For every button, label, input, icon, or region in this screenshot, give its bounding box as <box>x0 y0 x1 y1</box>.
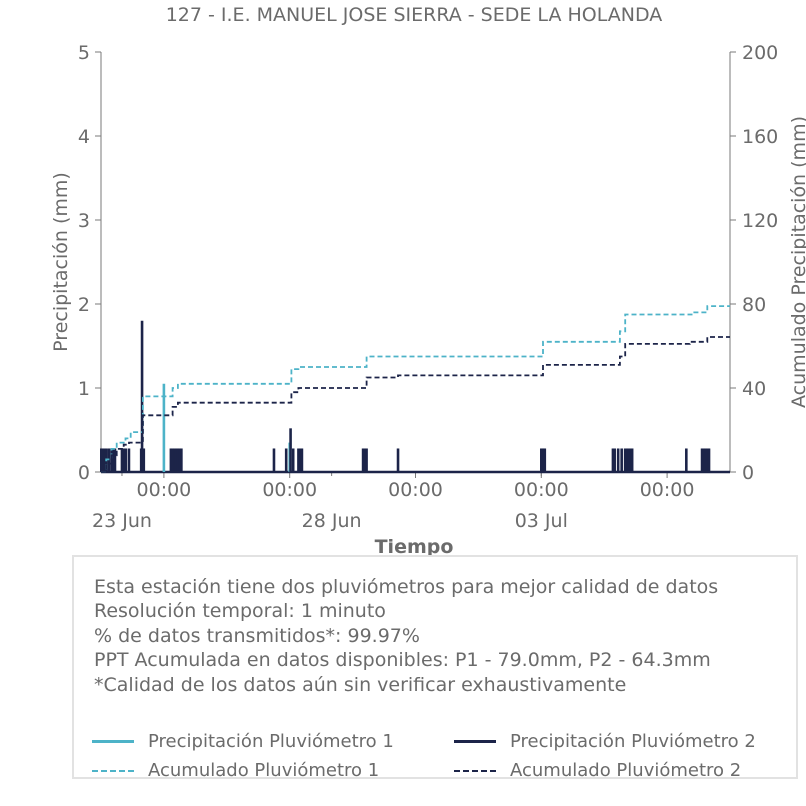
y-tick-label-left: 1 <box>78 378 90 400</box>
series-precipitacion-pluviometro-1 <box>162 383 292 472</box>
series-precipitacion-pluviometro-2 <box>99 320 711 472</box>
x-tick-label-major: 00:00 <box>137 479 192 501</box>
series-acumulado-pluviometro-1 <box>101 305 730 473</box>
legend-label-p1: Precipitación Pluviómetro 1 <box>148 731 394 752</box>
legend-item-acc1: Acumulado Pluviómetro 1 <box>92 760 379 781</box>
y-tick-label-left: 2 <box>78 294 90 316</box>
legend-swatch-acc1 <box>92 769 134 772</box>
info-line-stations: Esta estación tiene dos pluviómetros par… <box>94 576 719 598</box>
accum-line <box>101 336 730 473</box>
y-tick-label-left: 5 <box>78 42 90 64</box>
chart: 127 - I.E. MANUEL JOSE SIERRA - SEDE LA … <box>50 4 806 556</box>
legend-swatch-p1 <box>92 740 134 743</box>
y-tick-label-left: 4 <box>78 126 90 148</box>
legend-item-acc2: Acumulado Pluviómetro 2 <box>454 760 741 781</box>
y-tick-label-right: 200 <box>742 42 778 64</box>
x-tick-label-major: 00:00 <box>514 479 569 501</box>
info-line-resolution: Resolución temporal: 1 minuto <box>94 600 386 623</box>
x-axis-label: Tiempo <box>375 536 454 556</box>
x-tick-label-major: 00:00 <box>262 479 317 501</box>
legend-item-p2: Precipitación Pluviómetro 2 <box>454 731 756 752</box>
x-tick-label-major: 00:00 <box>388 479 443 501</box>
y-axis-label-right: Acumulado Precipitación (mm) <box>788 116 806 408</box>
chart-series <box>99 305 730 473</box>
info-text: Esta estación tiene dos pluviómetros par… <box>94 575 718 697</box>
info-line-accumulated: PPT Acumulada en datos disponibles: P1 -… <box>94 649 711 672</box>
y-tick-label-right: 40 <box>742 378 766 400</box>
info-line-quality: *Calidad de los datos aún sin verificar … <box>94 673 627 696</box>
x-tick-label-minor: 23 Jun <box>92 510 152 532</box>
y-tick-label-right: 120 <box>742 210 778 232</box>
legend-item-p1: Precipitación Pluviómetro 1 <box>92 731 394 752</box>
y-axis-label-left: Precipitación (mm) <box>50 172 72 352</box>
y-tick-label-right: 160 <box>742 126 778 148</box>
legend-label-acc2: Acumulado Pluviómetro 2 <box>510 760 742 781</box>
y-tick-label-right: 0 <box>742 462 754 484</box>
chart-axes: 0 1 2 3 4 5 0 40 80 120 160 200 00:00 00:00 00:00 00:00… <box>78 42 778 532</box>
y-tick-label-left: 0 <box>78 462 90 484</box>
legend-label-acc1: Acumulado Pluviómetro 1 <box>148 760 380 781</box>
x-tick-label-minor: 03 Jul <box>515 510 568 532</box>
info-line-transmitted: % de datos transmitidos*: 99.97% <box>94 624 420 647</box>
x-tick-label-minor: 28 Jun <box>302 510 362 532</box>
y-tick-label-right: 80 <box>742 294 766 316</box>
x-tick-label-major: 00:00 <box>640 479 695 501</box>
chart-title: 127 - I.E. MANUEL JOSE SIERRA - SEDE LA … <box>166 4 663 26</box>
accum-line <box>101 305 730 473</box>
legend-swatch-p2 <box>454 740 496 743</box>
y-tick-label-left: 3 <box>78 210 90 232</box>
series-acumulado-pluviometro-2 <box>101 336 730 473</box>
info-box: Esta estación tiene dos pluviómetros par… <box>72 555 798 781</box>
legend-swatch-acc2 <box>454 769 496 772</box>
legend-label-p2: Precipitación Pluviómetro 2 <box>510 731 756 752</box>
